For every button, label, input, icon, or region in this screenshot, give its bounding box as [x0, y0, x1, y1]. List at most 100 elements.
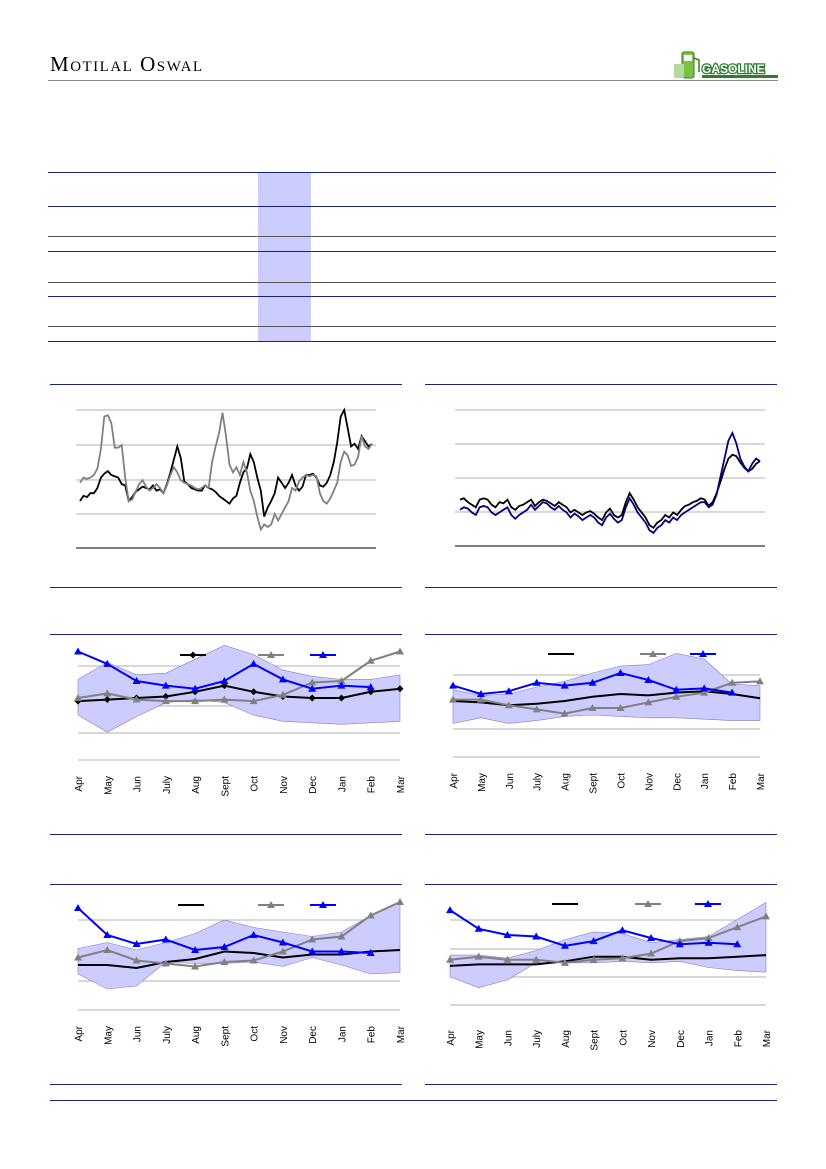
x-tick-label: Dec — [308, 776, 319, 794]
series-line-2 — [453, 680, 761, 715]
panel-rule — [50, 587, 402, 588]
x-tick-label: Aug — [561, 1030, 572, 1048]
x-tick-label: Sept — [220, 776, 231, 797]
data-point — [249, 931, 258, 938]
panel-rule — [425, 634, 777, 635]
data-point — [675, 940, 684, 948]
data-point — [220, 695, 229, 703]
data-point — [532, 705, 541, 713]
legend-marker — [267, 901, 275, 908]
data-point — [367, 688, 375, 696]
data-point — [278, 947, 287, 955]
panel-rule — [425, 587, 777, 588]
data-point — [366, 949, 375, 956]
x-tick-label: Nov — [279, 776, 290, 794]
data-point — [762, 912, 770, 920]
panel-rule — [425, 1084, 777, 1085]
data-point — [103, 659, 112, 667]
logo-text: GASOLINE — [702, 62, 765, 76]
data-point — [249, 659, 258, 667]
x-tick-label: Mar — [762, 1029, 773, 1047]
data-point — [618, 954, 627, 962]
x-tick-label: Dec — [672, 773, 683, 791]
data-point — [503, 930, 512, 938]
x-tick-label: Mar — [756, 772, 767, 790]
data-point — [503, 955, 512, 963]
x-tick-label: Mar — [396, 775, 407, 793]
series-line-2 — [459, 430, 761, 535]
data-point — [733, 923, 742, 931]
panel-rule — [425, 384, 777, 385]
gasoline-logo: GASOLINE — [674, 51, 778, 79]
table-rule — [48, 282, 776, 283]
data-point — [103, 946, 112, 953]
data-point — [560, 709, 569, 717]
data-point — [249, 697, 258, 705]
data-point — [162, 692, 170, 700]
panel-rule — [50, 384, 402, 385]
panel-rule — [50, 834, 402, 835]
x-tick-label: Feb — [728, 773, 739, 791]
table-rule — [48, 172, 776, 173]
x-tick-label: July — [162, 776, 173, 794]
x-tick-label: Nov — [279, 1026, 290, 1044]
price-lines-chart-right — [455, 409, 765, 547]
data-point — [132, 695, 141, 703]
header-rule — [48, 80, 778, 81]
x-tick-label: July — [532, 1030, 543, 1048]
x-tick-label: Apr — [74, 1025, 85, 1041]
x-tick-label: Jan — [705, 1030, 716, 1046]
data-point — [308, 694, 316, 702]
data-point — [74, 904, 82, 911]
panel-rule — [50, 634, 402, 635]
legend-marker — [649, 650, 657, 657]
x-tick-label: Jan — [337, 776, 348, 792]
x-tick-label: May — [477, 773, 488, 792]
x-tick-label: Apr — [449, 772, 460, 788]
x-tick-label: Feb — [367, 1026, 378, 1044]
data-point — [74, 953, 82, 961]
data-point — [449, 695, 457, 703]
series-line-1 — [449, 954, 767, 967]
data-point — [728, 688, 737, 696]
x-tick-label: Jun — [505, 773, 516, 789]
data-point — [337, 932, 346, 940]
data-point — [733, 940, 742, 948]
data-point — [161, 959, 170, 967]
panel-rule — [50, 1084, 402, 1085]
footer-rule — [50, 1100, 777, 1101]
data-point — [704, 934, 713, 942]
data-point — [396, 685, 404, 693]
x-tick-label: Aug — [191, 1026, 202, 1044]
range-band — [452, 653, 761, 724]
data-point — [504, 687, 513, 695]
data-point — [220, 958, 229, 965]
data-point — [308, 947, 317, 955]
x-tick-label: Nov — [647, 1030, 658, 1048]
data-point — [337, 681, 346, 689]
x-tick-label: Dec — [308, 1026, 319, 1044]
table-rule — [48, 206, 776, 207]
data-point — [337, 676, 346, 684]
data-point — [672, 692, 681, 700]
data-point — [103, 689, 112, 697]
table-highlight-column — [258, 172, 311, 342]
series-line-1 — [459, 453, 761, 530]
data-point — [704, 938, 713, 946]
x-tick-label: Sept — [590, 1030, 601, 1051]
x-tick-label: Oct — [250, 776, 261, 792]
series-line-2 — [79, 412, 373, 532]
data-point — [672, 685, 681, 693]
data-point — [532, 678, 541, 686]
table-rule — [48, 326, 776, 327]
x-tick-label: Jun — [133, 1026, 144, 1042]
legend-marker — [699, 650, 707, 657]
x-tick-label: Nov — [644, 773, 655, 791]
data-point — [308, 678, 317, 686]
table-rule — [48, 236, 776, 237]
data-point — [504, 701, 513, 709]
data-point — [647, 934, 656, 942]
data-point — [132, 676, 141, 684]
x-tick-label: Sept — [589, 773, 600, 794]
data-point — [74, 697, 82, 705]
